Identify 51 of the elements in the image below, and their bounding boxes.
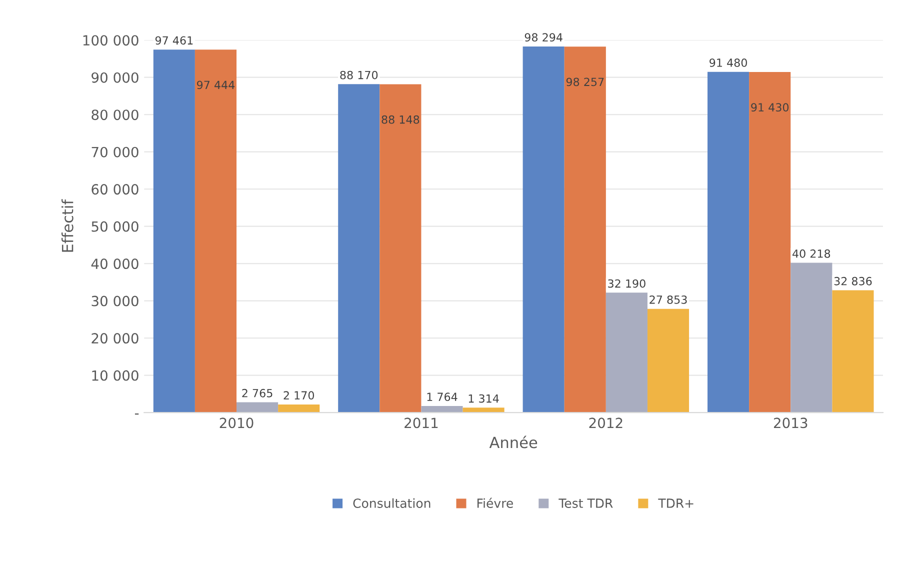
data-label: 1 314 [468,394,499,403]
y-tick-label: 50 000 [92,221,138,232]
data-label: 97 461 [155,36,193,45]
data-label: 97 444 [196,80,235,90]
bar [522,46,564,413]
y-tick-label: 70 000 [92,146,138,158]
x-tick-label: 2011 [404,418,438,428]
data-label: 91 480 [710,58,747,67]
y-tick-label: 20 000 [92,333,138,344]
data-label: 2 170 [284,391,314,400]
legend-label: TDR+ [658,498,694,508]
y-tick-label: - [134,413,139,415]
data-label: 88 170 [340,70,378,80]
data-label: 98 294 [524,33,562,42]
bar [708,72,750,413]
data-label: 40 218 [792,249,830,258]
bar [153,50,195,413]
x-axis-title: Année [489,436,538,448]
y-axis-title: Effectif [62,199,74,252]
bar [606,292,648,413]
y-tick-label: 80 000 [92,110,138,120]
bar [647,308,690,413]
bar [380,84,422,413]
y-tick-label: 90 000 [92,72,138,83]
bar [462,408,504,413]
bar [236,402,278,413]
x-tick-label: 2012 [589,418,622,428]
y-tick-label: 60 000 [92,184,138,195]
data-label: 91 430 [751,103,789,112]
legend-label: Test TDR [558,498,613,508]
bar [564,46,606,413]
data-label: 98 257 [566,78,604,86]
bar [832,290,874,413]
data-label: 32 836 [834,276,872,286]
x-tick-label: 2013 [774,418,808,428]
bar [749,72,791,413]
data-label: 1 764 [427,392,458,402]
bar [194,50,237,413]
legend-label: Consultation [353,498,430,508]
y-tick-label: 40 000 [91,258,138,270]
data-label: 88 148 [382,115,420,124]
x-tick-label: 2010 [220,418,254,428]
data-label: 32 190 [608,279,646,288]
y-tick-label: 30 000 [92,296,138,306]
legend-label: Fiévre [477,498,513,508]
bar [338,84,380,413]
bar [790,262,832,413]
data-label: 2 765 [242,388,272,398]
data-label: 27 853 [650,295,687,304]
y-tick-label: 10 000 [92,370,138,381]
y-tick-label: 100 000 [83,35,138,46]
